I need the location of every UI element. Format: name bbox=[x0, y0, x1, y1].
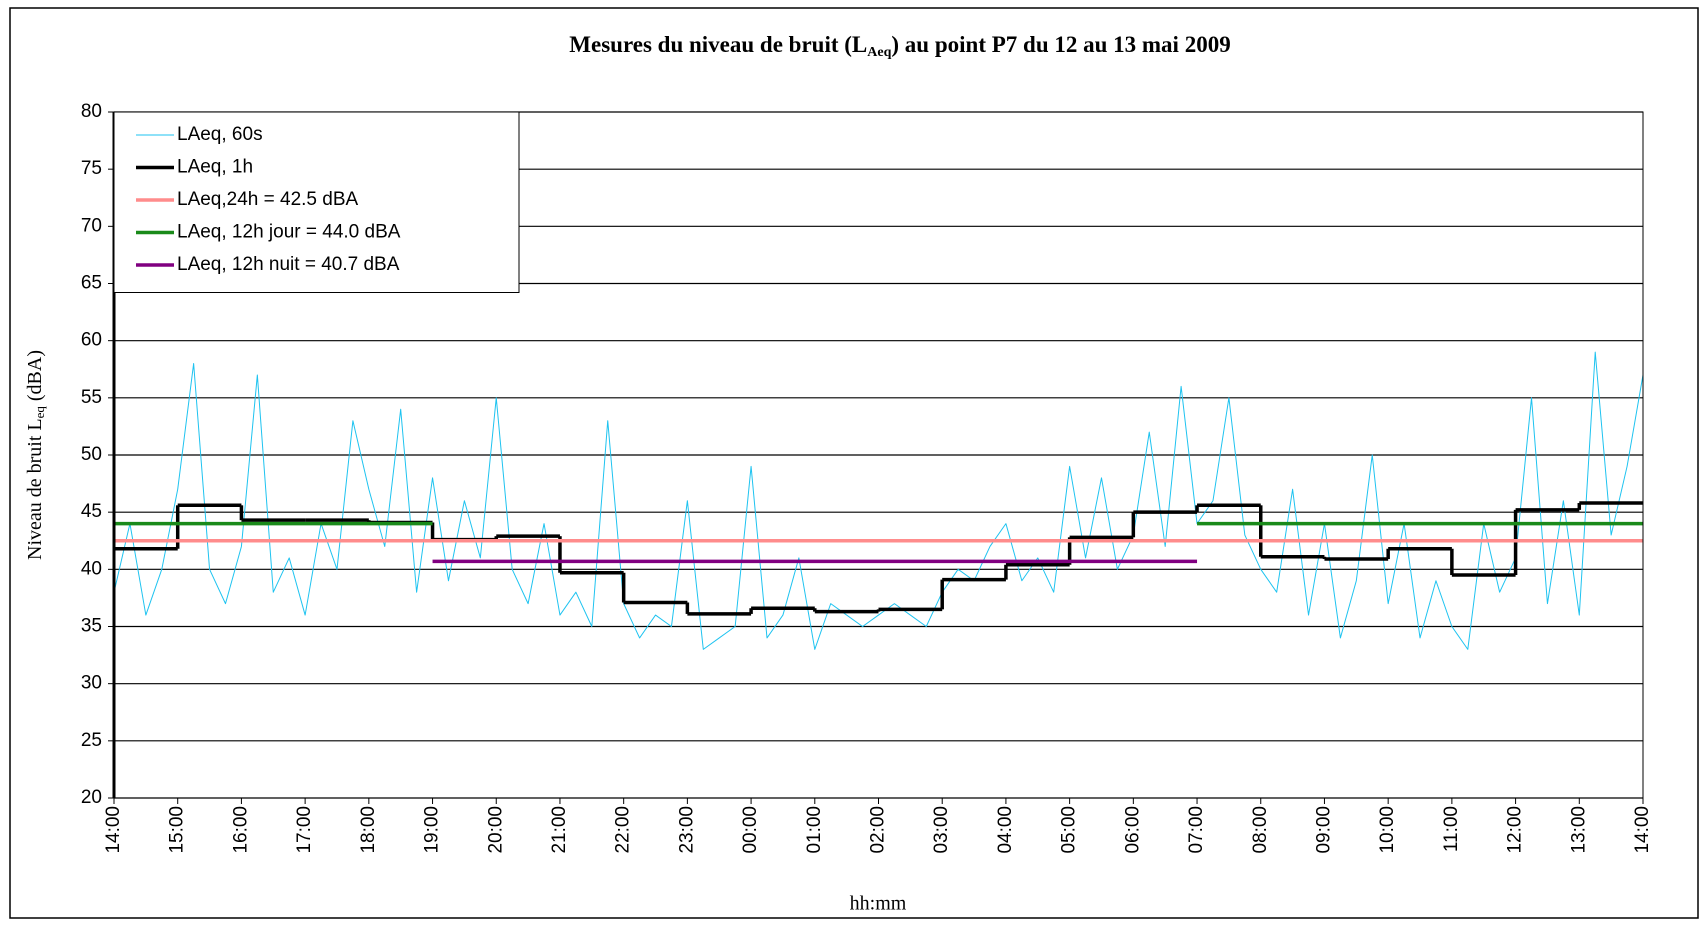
y-tick-label: 20 bbox=[81, 787, 102, 808]
y-tick-label: 35 bbox=[81, 616, 102, 637]
x-tick-label: 10:00 bbox=[1377, 806, 1398, 854]
y-tick-label: 75 bbox=[81, 158, 102, 179]
y-tick-label: 30 bbox=[81, 673, 102, 694]
title-end: ) au point P7 du 12 au 13 mai 2009 bbox=[891, 32, 1230, 57]
y-tick-label: 60 bbox=[81, 330, 102, 351]
x-tick-label: 18:00 bbox=[358, 806, 379, 854]
x-tick-label: 05:00 bbox=[1059, 806, 1080, 854]
x-tick-label: 07:00 bbox=[1186, 806, 1207, 854]
y-tick-label: 25 bbox=[81, 730, 102, 751]
x-axis-label: hh:mm bbox=[850, 893, 907, 915]
legend-label: LAeq,24h = 42.5 dBA bbox=[177, 189, 359, 210]
x-tick-label: 19:00 bbox=[422, 806, 443, 854]
x-tick-label: 15:00 bbox=[167, 806, 188, 854]
legend-label: LAeq, 1h bbox=[177, 157, 253, 178]
legend-label: LAeq, 12h jour = 44.0 dBA bbox=[177, 222, 401, 243]
x-tick-label: 01:00 bbox=[804, 806, 825, 854]
y-axis-label: Niveau de bruit Leq (dBA) bbox=[24, 350, 47, 560]
x-tick-label: 21:00 bbox=[549, 806, 570, 854]
legend-label: LAeq, 60s bbox=[177, 124, 263, 145]
x-tick-label: 08:00 bbox=[1250, 806, 1271, 854]
x-tick-label: 06:00 bbox=[1122, 806, 1143, 854]
title-sub: Aeq bbox=[867, 45, 891, 60]
y-tick-label: 55 bbox=[81, 387, 102, 408]
legend-label: LAeq, 12h nuit = 40.7 dBA bbox=[177, 254, 400, 275]
title-main: Mesures du niveau de bruit (L bbox=[569, 32, 867, 57]
x-tick-label: 13:00 bbox=[1568, 806, 1589, 854]
x-tick-label: 16:00 bbox=[230, 806, 251, 854]
x-tick-label: 14:00 bbox=[1632, 806, 1653, 854]
x-tick-label: 09:00 bbox=[1313, 806, 1334, 854]
y-label-end: (dBA) bbox=[24, 350, 46, 406]
x-tick-label: 03:00 bbox=[931, 806, 952, 854]
x-tick-label: 11:00 bbox=[1441, 806, 1462, 852]
x-tick-label: 12:00 bbox=[1505, 806, 1526, 854]
x-tick-label: 20:00 bbox=[485, 806, 506, 854]
y-tick-label: 80 bbox=[81, 101, 102, 122]
y-tick-label: 40 bbox=[81, 558, 102, 579]
legend-box bbox=[113, 111, 520, 293]
chart-title: Mesures du niveau de bruit (LAeq) au poi… bbox=[569, 32, 1230, 60]
x-tick-label: 14:00 bbox=[103, 806, 124, 854]
y-tick-label: 50 bbox=[81, 444, 102, 465]
x-tick-label: 22:00 bbox=[613, 806, 634, 854]
y-label-sub: eq bbox=[32, 406, 47, 419]
y-tick-label: 65 bbox=[81, 273, 102, 294]
y-tick-label: 70 bbox=[81, 215, 102, 236]
x-tick-label: 00:00 bbox=[740, 806, 761, 854]
y-label-main: Niveau de bruit L bbox=[24, 418, 46, 560]
x-tick-label: 02:00 bbox=[868, 806, 889, 854]
x-tick-label: 17:00 bbox=[294, 806, 315, 854]
series-layer bbox=[113, 351, 1644, 650]
x-tick-label: 04:00 bbox=[995, 806, 1016, 854]
y-tick-label: 45 bbox=[81, 501, 102, 522]
series-line bbox=[113, 351, 1644, 650]
x-tick-label: 23:00 bbox=[676, 806, 697, 854]
